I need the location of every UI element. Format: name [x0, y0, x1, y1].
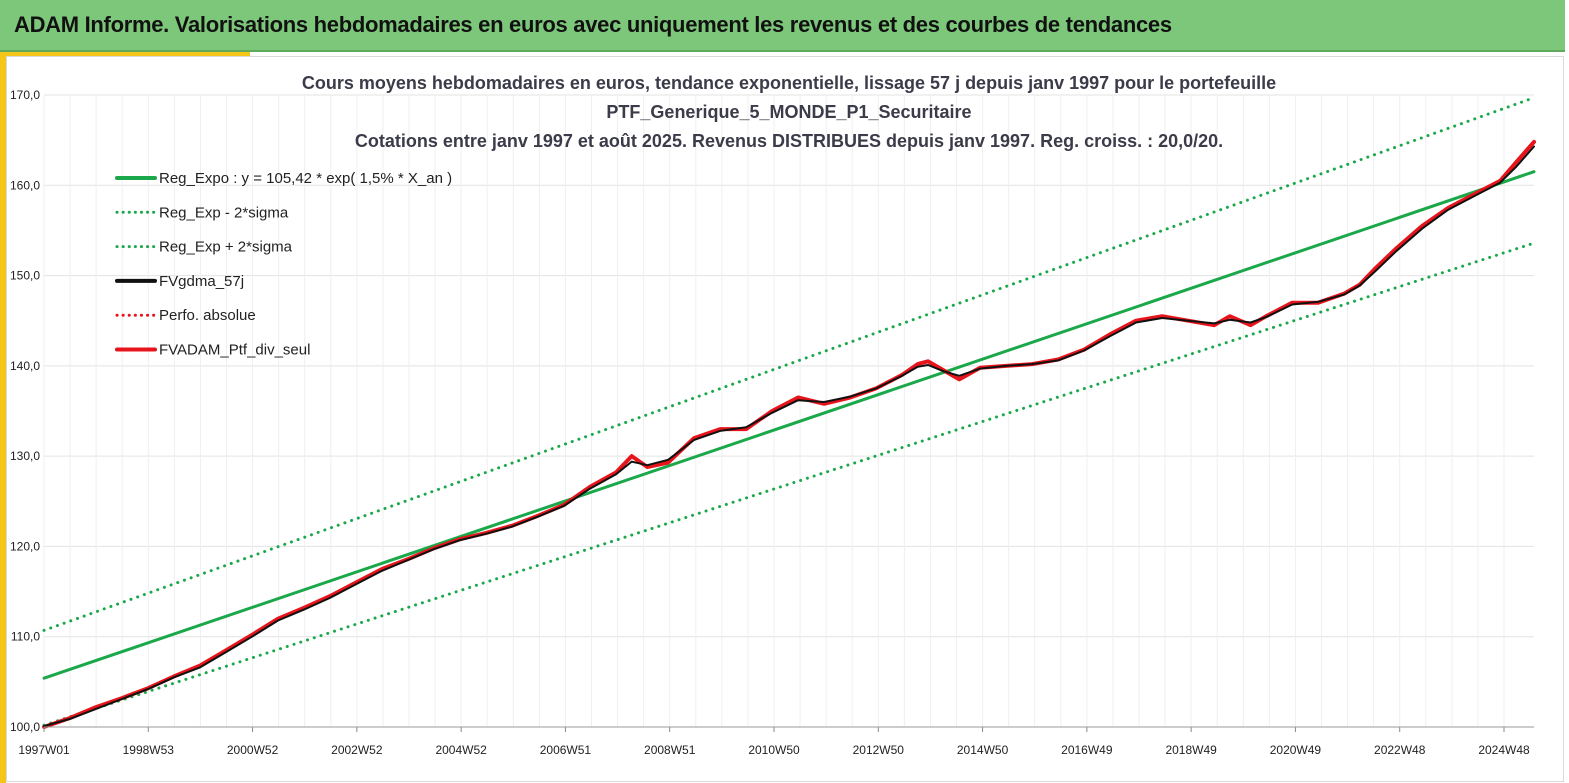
x-tick-label: 2000W52: [227, 743, 279, 757]
chart-title-line-2: PTF_Generique_5_MONDE_P1_Securitaire: [606, 102, 971, 122]
page-title: ADAM Informe. Valorisations hebdomadaire…: [14, 12, 1172, 37]
legend: Reg_Expo : y = 105,42 * exp( 1,5% * X_an…: [115, 170, 452, 359]
chart-title: Cours moyens hebdomadaires en euros, ten…: [302, 73, 1276, 151]
legend-label: Reg_Exp - 2*sigma: [159, 204, 289, 221]
accent-bar-top: [0, 52, 250, 56]
legend-label: Reg_Expo : y = 105,42 * exp( 1,5% * X_an…: [159, 170, 452, 187]
x-tick-label: 2012W50: [853, 743, 905, 757]
line-chart: 100,0 110,0 120,0 130,0 140,0 150,0 160,0 170,0…: [10, 73, 1536, 757]
y-tick-label: 170,0: [10, 88, 40, 102]
y-tick-label: 130,0: [10, 449, 40, 463]
x-tick-label: 2022W48: [1374, 743, 1426, 757]
series-reg-exp-2-sigma-line: [42, 96, 1536, 632]
y-tick-label: 140,0: [10, 359, 40, 373]
header-band: ADAM Informe. Valorisations hebdomadaire…: [0, 0, 1565, 52]
x-tick-label: 2006W51: [540, 743, 592, 757]
accent-bar-left: [0, 52, 6, 783]
x-tick-label: 2002W52: [331, 743, 383, 757]
axes: 100,0 110,0 120,0 130,0 140,0 150,0 160,0 170,0…: [10, 88, 1534, 757]
y-tick-label: 160,0: [10, 178, 40, 192]
x-tick-label: 2004W52: [435, 743, 487, 757]
x-tick-label: 2024W48: [1478, 743, 1530, 757]
legend-label: FVADAM_Ptf_div_seul: [159, 342, 310, 359]
legend-label: FVgdma_57j: [159, 273, 244, 290]
x-tick-label: 2010W50: [748, 743, 800, 757]
chart-frame: 100,0 110,0 120,0 130,0 140,0 150,0 160,0 170,0…: [6, 56, 1564, 782]
y-tick-label: 150,0: [10, 269, 40, 283]
x-tick-label: 2014W50: [957, 743, 1009, 757]
grid: [43, 94, 1534, 728]
chart-title-line-1: Cours moyens hebdomadaires en euros, ten…: [302, 73, 1276, 93]
y-tick-label: 100,0: [10, 720, 40, 734]
series-reg-expo-y-105-42-exp-1-5-x-an-line: [42, 170, 1536, 680]
x-tick-label: 2018W49: [1165, 743, 1217, 757]
series-reg-exp-2-sigma-line: [42, 241, 1536, 727]
chart-title-line-3: Cotations entre janv 1997 et août 2025. …: [355, 131, 1223, 151]
x-tick-label: 2008W51: [644, 743, 696, 757]
series-layer: [42, 96, 1536, 729]
legend-label: Perfo. absolue: [159, 307, 256, 324]
x-tick-label: 1998W53: [123, 743, 175, 757]
legend-label: Reg_Exp + 2*sigma: [159, 239, 293, 256]
y-tick-label: 120,0: [10, 539, 40, 553]
series-fvadam-ptf-div-seul-line: [42, 139, 1536, 729]
series-fvgdma-57j-line: [43, 145, 1535, 728]
x-tick-label: 2020W49: [1270, 743, 1322, 757]
x-tick-label: 1997W01: [18, 743, 70, 757]
x-tick-label: 2016W49: [1061, 743, 1113, 757]
y-tick-label: 110,0: [11, 630, 40, 644]
